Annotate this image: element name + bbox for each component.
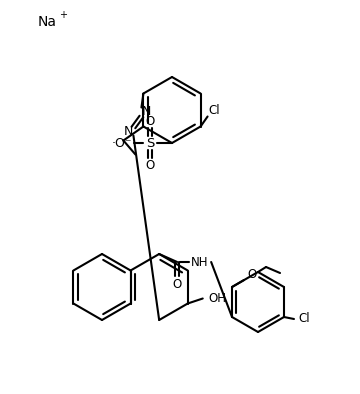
Text: Cl: Cl	[298, 312, 310, 325]
Text: +: +	[59, 10, 67, 20]
Text: Na: Na	[38, 15, 57, 29]
Text: O: O	[145, 158, 155, 171]
Text: ·O⁻: ·O⁻	[112, 136, 132, 149]
Text: S: S	[146, 136, 154, 149]
Text: N: N	[124, 125, 133, 138]
Text: N: N	[142, 105, 151, 118]
Text: O: O	[247, 268, 257, 281]
Text: NH: NH	[190, 255, 208, 268]
Text: O: O	[145, 115, 155, 128]
Text: OH: OH	[209, 292, 227, 305]
Text: O: O	[172, 277, 182, 290]
Text: Cl: Cl	[209, 104, 220, 117]
